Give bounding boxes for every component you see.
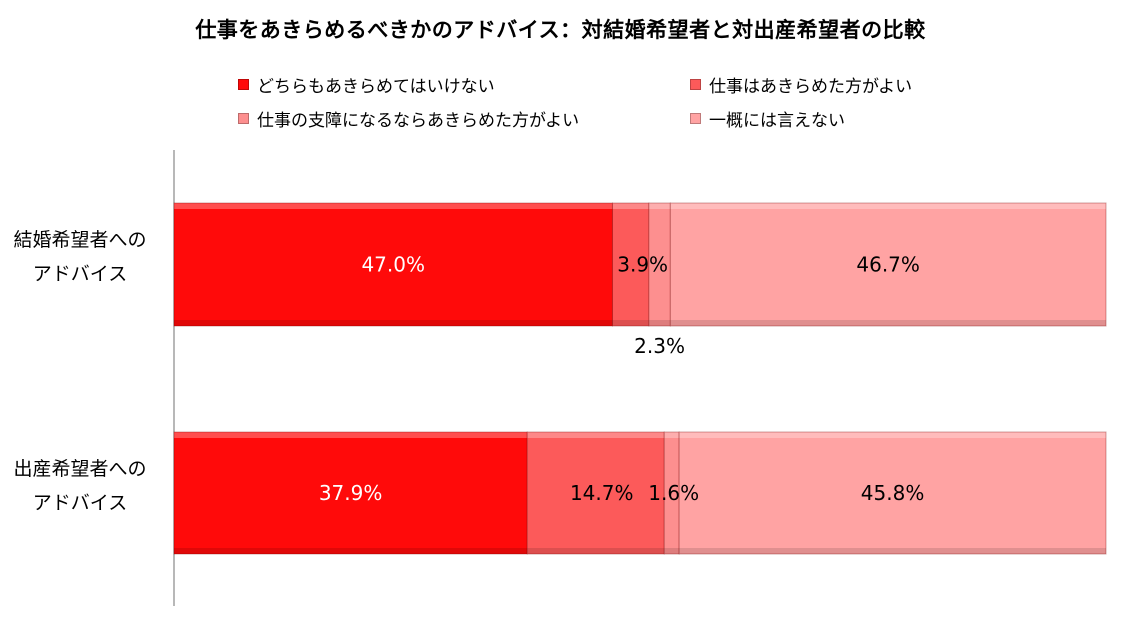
- data-label-2-1: 37.9%: [319, 481, 383, 505]
- category-label-childbirth: 出産希望者への アドバイス: [0, 452, 160, 520]
- data-label-group: 47.0% 3.9% 2.3% 46.7% 37.9% 14.7% 1.6% 45.8%: [319, 253, 925, 506]
- bar-segment-1-3: [648, 202, 671, 327]
- bar-segment-fill: [174, 432, 528, 554]
- bar-segment-fill: [527, 432, 665, 554]
- bar-bevel-bottom: [527, 548, 665, 554]
- bar-segment-1-4: [669, 202, 1107, 327]
- bar-bevel-bottom: [664, 548, 680, 554]
- bar-segment-fill: [679, 432, 1106, 554]
- bar-bevel-bottom: [648, 320, 671, 326]
- data-label-1-1: 47.0%: [361, 253, 425, 277]
- data-label-2-3: 1.6%: [648, 481, 699, 505]
- legend-label-series-4: 一概には言えない: [709, 111, 845, 131]
- bar-segment-outline: [678, 431, 1107, 555]
- bar-group: [173, 202, 1107, 555]
- bar-bevel-top: [648, 203, 671, 209]
- bar-bevel-bottom: [679, 548, 1106, 554]
- bar-bevel-bottom: [612, 320, 649, 326]
- legend-item-series-4: 一概には言えない: [690, 106, 845, 131]
- bar-segment-2-4: [678, 431, 1107, 555]
- bar-bevel-bottom: [174, 320, 613, 326]
- legend-swatch-series-2: [690, 79, 701, 90]
- legend-label-series-2: 仕事はあきらめた方がよい: [709, 77, 913, 97]
- bar-segment-2-2: [526, 431, 665, 555]
- bar-segment-2-1: [173, 431, 528, 555]
- category-label-line: 出産希望者への: [13, 458, 147, 480]
- legend-label-series-1: どちらもあきらめてはいけない: [257, 77, 495, 97]
- legend-item-series-1: どちらもあきらめてはいけない: [238, 72, 495, 97]
- data-label-2-2: 14.7%: [570, 481, 634, 505]
- legend-swatch-series-4: [690, 113, 701, 124]
- bar-bevel-top: [679, 432, 1106, 438]
- data-label-1-4: 46.7%: [856, 253, 920, 277]
- bar-bevel-bottom: [670, 320, 1106, 326]
- legend-swatch-series-1: [238, 79, 249, 90]
- data-label-1-2: 3.9%: [617, 253, 668, 277]
- category-label-line: アドバイス: [32, 263, 128, 285]
- bar-segment-1-1: [173, 202, 613, 327]
- legend-swatch-series-3: [238, 113, 249, 124]
- category-label-marriage: 結婚希望者への アドバイス: [0, 223, 160, 291]
- legend-item-series-3: 仕事の支障になるならあきらめた方がよい: [238, 106, 579, 131]
- bar-bevel-top: [527, 432, 665, 438]
- legend-item-series-2: 仕事はあきらめた方がよい: [690, 72, 912, 97]
- bar-segment-fill: [612, 203, 649, 326]
- legend-label-series-3: 仕事の支障になるならあきらめた方がよい: [257, 111, 580, 131]
- bar-segment-fill: [174, 203, 613, 326]
- bar-bevel-top: [670, 203, 1106, 209]
- bar-segment-1-2: [611, 202, 650, 327]
- category-label-line: アドバイス: [32, 492, 128, 514]
- bar-bevel-top: [174, 203, 613, 209]
- bar-segment-fill: [648, 203, 671, 326]
- category-label-line: 結婚希望者への: [13, 229, 147, 251]
- bar-bevel-top: [612, 203, 649, 209]
- chart-title: 仕事をあきらめるべきかのアドバイス：対結婚希望者と対出産希望者の比較: [195, 18, 926, 42]
- data-label-2-4: 45.8%: [861, 481, 925, 505]
- bar-bevel-top: [174, 432, 528, 438]
- bar-bevel-top: [664, 432, 680, 438]
- bar-segment-fill: [670, 203, 1106, 326]
- bar-segment-outline: [669, 202, 1107, 327]
- data-label-1-3: 2.3%: [634, 334, 685, 358]
- bar-segment-fill: [664, 432, 680, 554]
- bar-bevel-bottom: [174, 548, 528, 554]
